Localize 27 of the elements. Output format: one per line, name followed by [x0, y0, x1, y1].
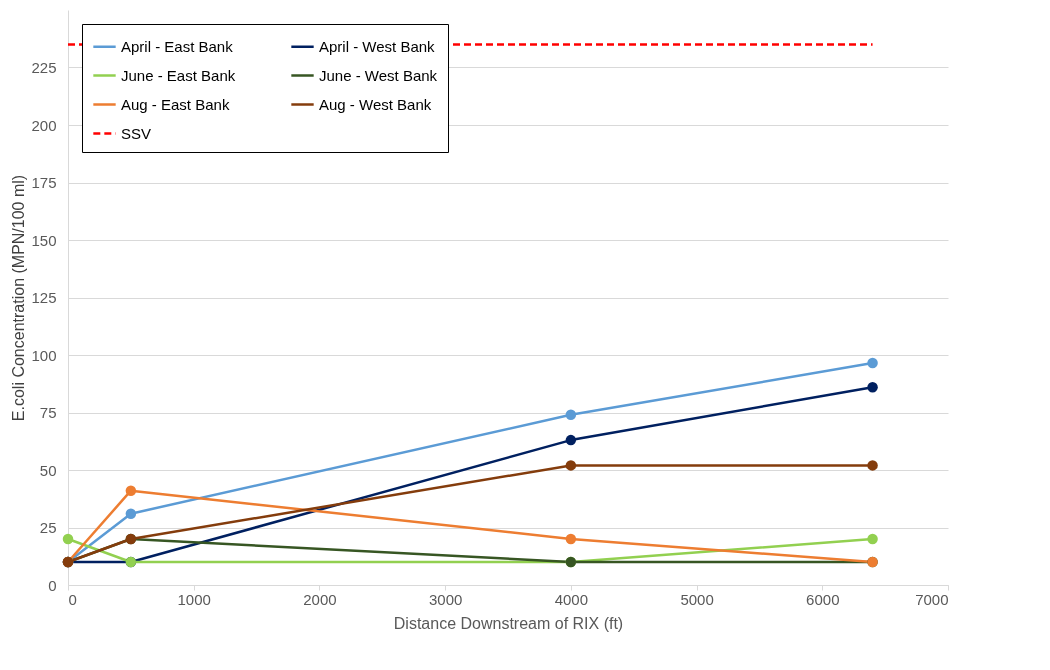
y-tick-label: 225: [31, 59, 57, 76]
y-tick-label: 50: [39, 461, 57, 479]
legend-label: SSV: [121, 124, 152, 142]
x-tick-label: 6000: [806, 590, 840, 608]
y-tick-label: 25: [39, 519, 57, 536]
legend-label: April - West Bank: [319, 37, 436, 55]
y-tick-label: 0: [48, 576, 57, 594]
x-tick-label: 4000: [554, 590, 589, 608]
y-tick-label: 75: [39, 404, 57, 421]
legend-label: June - West Bank: [319, 66, 438, 84]
x-tick-label: 1000: [177, 590, 211, 608]
legend-label: April - East Bank: [121, 37, 234, 55]
x-tick-label: 5000: [680, 590, 714, 608]
x-tick-label: 7000: [915, 590, 949, 608]
x-axis-title: Distance Downstream of RIX (ft): [393, 614, 624, 632]
legend-label: Aug - East Bank: [121, 95, 230, 113]
y-tick-label: 150: [31, 231, 57, 249]
legend-label: Aug - West Bank: [319, 95, 432, 113]
x-tick-label: 3000: [428, 590, 463, 608]
y-tick-label: 175: [31, 174, 57, 191]
legend-label: June - East Bank: [121, 66, 236, 84]
y-axis-title: E.coli Concentration (MPN/100 ml): [10, 174, 28, 422]
x-tick-label: 0: [68, 590, 77, 608]
x-tick-label: 2000: [303, 590, 337, 608]
y-tick-label: 125: [31, 289, 57, 306]
y-tick-label: 200: [31, 116, 57, 134]
y-tick-label: 100: [31, 346, 57, 364]
